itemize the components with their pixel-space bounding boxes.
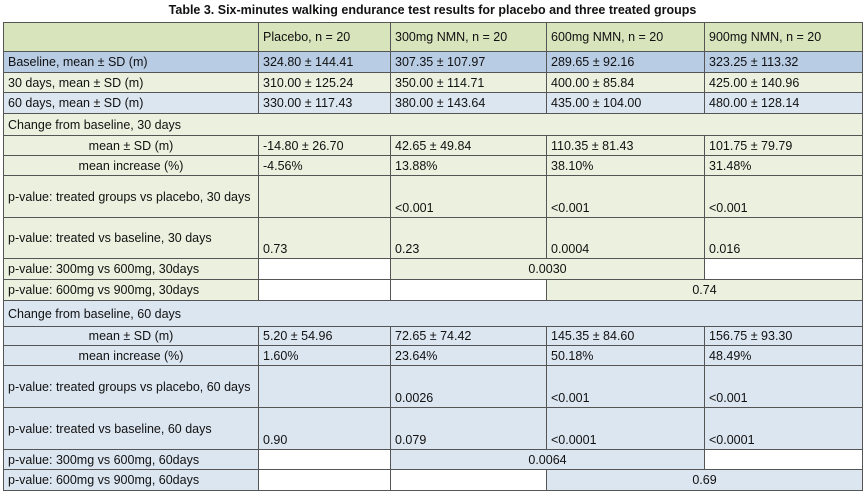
empty-cell [258, 279, 391, 301]
table-row: p-value: treated groups vs placebo, 60 d… [3, 365, 863, 408]
section-heading-row: Change from baseline, 30 days [3, 113, 863, 136]
cell: 0.079 [390, 407, 547, 450]
section-heading: Change from baseline, 60 days [3, 300, 863, 327]
row-label: p-value: treated vs baseline, 30 days [3, 217, 259, 259]
cell: <0.001 [546, 365, 705, 408]
header-cell: Placebo, n = 20 [258, 22, 391, 52]
row-label: mean ± SD (m) [3, 326, 259, 346]
cell: 380.00 ± 143.64 [390, 92, 547, 114]
cell: -14.80 ± 26.70 [258, 135, 391, 156]
cell: 48.49% [704, 345, 863, 366]
row-label: 30 days, mean ± SD (m) [3, 72, 259, 93]
cell: <0.001 [704, 365, 863, 408]
table-row: 60 days, mean ± SD (m) 330.00 ± 117.43 3… [3, 92, 863, 114]
merged-cell: 0.69 [546, 469, 863, 491]
cell: 1.60% [258, 345, 391, 366]
cell: <0.0001 [704, 407, 863, 450]
row-label: p-value: treated vs baseline, 60 days [3, 407, 259, 450]
merged-cell: 0.74 [546, 279, 863, 301]
row-label: p-value: 600mg vs 900mg, 30days [3, 279, 259, 301]
cell: 42.65 ± 49.84 [390, 135, 547, 156]
cell: 31.48% [704, 155, 863, 176]
row-label: mean increase (%) [3, 155, 259, 176]
row-label: p-value: treated groups vs placebo, 60 d… [3, 365, 259, 408]
table-row: p-value: 600mg vs 900mg, 60days 0.69 [3, 469, 863, 491]
header-row: Placebo, n = 20 300mg NMN, n = 20 600mg … [3, 22, 863, 52]
cell [258, 365, 391, 408]
row-label: p-value: 300mg vs 600mg, 30days [3, 258, 259, 280]
cell: 0.0026 [390, 365, 547, 408]
cell: 480.00 ± 128.14 [704, 92, 863, 114]
header-cell [3, 22, 259, 52]
cell: 0.90 [258, 407, 391, 450]
empty-cell [390, 469, 547, 491]
cell: 0.73 [258, 217, 391, 259]
cell: <0.0001 [546, 407, 705, 450]
table-row: mean increase (%) 1.60% 23.64% 50.18% 48… [3, 345, 863, 366]
header-cell: 600mg NMN, n = 20 [546, 22, 705, 52]
cell [258, 175, 391, 218]
table-row: p-value: 300mg vs 600mg, 30days 0.0030 [3, 258, 863, 280]
cell: 289.65 ± 92.16 [546, 51, 705, 73]
row-label: p-value: 600mg vs 900mg, 60days [3, 469, 259, 491]
cell: 0.016 [704, 217, 863, 259]
row-label: mean increase (%) [3, 345, 259, 366]
table-row: p-value: 300mg vs 600mg, 60days 0.0064 [3, 449, 863, 470]
empty-cell [704, 258, 863, 280]
cell: 23.64% [390, 345, 547, 366]
cell: 330.00 ± 117.43 [258, 92, 391, 114]
cell: <0.001 [546, 175, 705, 218]
cell: 324.80 ± 144.41 [258, 51, 391, 73]
table-row: mean ± SD (m) -14.80 ± 26.70 42.65 ± 49.… [3, 135, 863, 156]
cell: 425.00 ± 140.96 [704, 72, 863, 93]
cell: 400.00 ± 85.84 [546, 72, 705, 93]
table-row: Baseline, mean ± SD (m) 324.80 ± 144.41 … [3, 51, 863, 73]
empty-cell [258, 449, 391, 470]
header-cell: 300mg NMN, n = 20 [390, 22, 547, 52]
cell: <0.001 [390, 175, 547, 218]
cell: 101.75 ± 79.79 [704, 135, 863, 156]
cell: 38.10% [546, 155, 705, 176]
cell: -4.56% [258, 155, 391, 176]
table-row: mean increase (%) -4.56% 13.88% 38.10% 3… [3, 155, 863, 176]
results-table: Placebo, n = 20 300mg NMN, n = 20 600mg … [3, 22, 863, 491]
row-label: 60 days, mean ± SD (m) [3, 92, 259, 114]
table-row: p-value: treated vs baseline, 30 days 0.… [3, 217, 863, 259]
cell: <0.001 [704, 175, 863, 218]
header-cell: 900mg NMN, n = 20 [704, 22, 863, 52]
cell: 50.18% [546, 345, 705, 366]
cell: 0.23 [390, 217, 547, 259]
cell: 0.0004 [546, 217, 705, 259]
table-row: p-value: 600mg vs 900mg, 30days 0.74 [3, 279, 863, 301]
cell: 5.20 ± 54.96 [258, 326, 391, 346]
table-row: mean ± SD (m) 5.20 ± 54.96 72.65 ± 74.42… [3, 326, 863, 346]
cell: 110.35 ± 81.43 [546, 135, 705, 156]
empty-cell [704, 449, 863, 470]
row-label: Baseline, mean ± SD (m) [3, 51, 259, 73]
empty-cell [258, 258, 391, 280]
section-heading-row: Change from baseline, 60 days [3, 300, 863, 327]
cell: 310.00 ± 125.24 [258, 72, 391, 93]
table-row: 30 days, mean ± SD (m) 310.00 ± 125.24 3… [3, 72, 863, 93]
cell: 307.35 ± 107.97 [390, 51, 547, 73]
cell: 145.35 ± 84.60 [546, 326, 705, 346]
table-title: Table 3. Six-minutes walking endurance t… [168, 3, 697, 17]
cell: 350.00 ± 114.71 [390, 72, 547, 93]
merged-cell: 0.0064 [390, 449, 705, 470]
section-heading: Change from baseline, 30 days [3, 113, 863, 136]
row-label: mean ± SD (m) [3, 135, 259, 156]
table-row: p-value: treated groups vs placebo, 30 d… [3, 175, 863, 218]
empty-cell [258, 469, 391, 491]
cell: 323.25 ± 113.32 [704, 51, 863, 73]
table-row: p-value: treated vs baseline, 60 days 0.… [3, 407, 863, 450]
cell: 72.65 ± 74.42 [390, 326, 547, 346]
row-label: p-value: 300mg vs 600mg, 60days [3, 449, 259, 470]
merged-cell: 0.0030 [390, 258, 705, 280]
cell: 156.75 ± 93.30 [704, 326, 863, 346]
row-label: p-value: treated groups vs placebo, 30 d… [3, 175, 259, 218]
cell: 435.00 ± 104.00 [546, 92, 705, 114]
empty-cell [390, 279, 547, 301]
cell: 13.88% [390, 155, 547, 176]
